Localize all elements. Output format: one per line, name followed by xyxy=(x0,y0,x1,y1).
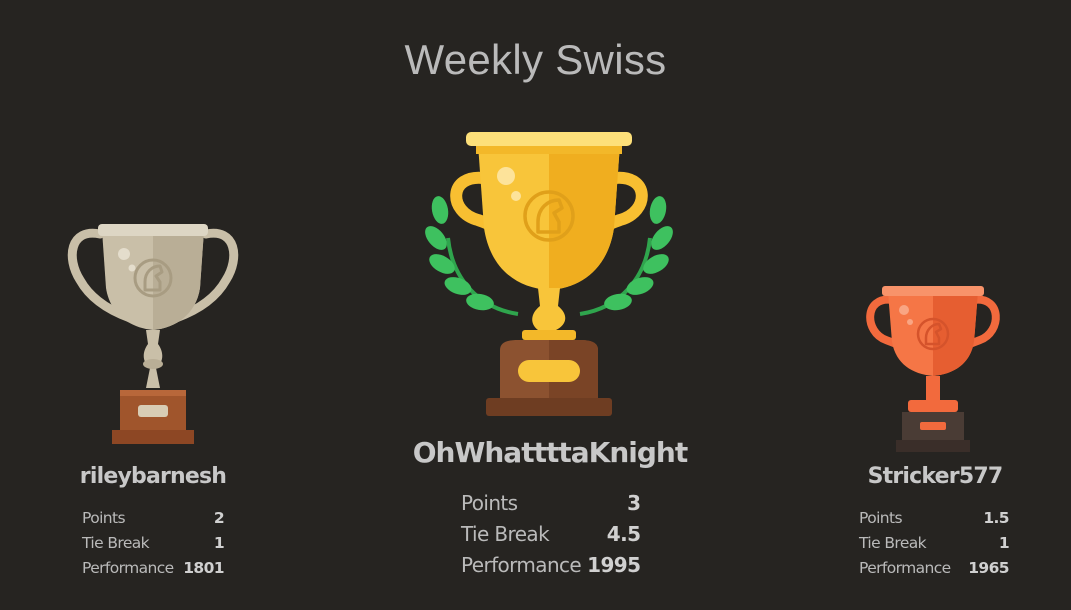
stat-row-points: Points 1.5 xyxy=(859,505,1010,530)
stat-row-tie-break: Tie Break 1 xyxy=(82,530,225,555)
stat-row-tie-break: Tie Break 1 xyxy=(859,530,1010,555)
second-place-stats: Points 2 Tie Break 1 Performance 1801 xyxy=(82,505,225,580)
bronze-trophy-icon xyxy=(866,286,1000,452)
stat-label: Performance xyxy=(859,558,951,577)
stat-value: 1.5 xyxy=(983,508,1009,527)
stat-value: 1801 xyxy=(183,558,224,577)
stat-value: 4.5 xyxy=(606,521,641,546)
stat-value: 1 xyxy=(998,533,1010,552)
stat-row-performance: Performance 1801 xyxy=(82,555,225,580)
stat-label: Tie Break xyxy=(859,533,927,552)
stat-value: 3 xyxy=(627,490,641,515)
first-place-stats: Points 3 Tie Break 4.5 Performance 1995 xyxy=(461,487,641,580)
second-place-name[interactable]: rileybarnesh xyxy=(79,464,227,489)
gold-trophy-icon xyxy=(425,132,673,416)
third-place-name[interactable]: Stricker577 xyxy=(867,464,1004,489)
stat-label: Tie Break xyxy=(82,533,150,552)
stat-label: Points xyxy=(82,508,126,527)
stat-label: Performance xyxy=(461,552,582,577)
stat-label: Performance xyxy=(82,558,174,577)
stat-row-tie-break: Tie Break 4.5 xyxy=(461,518,641,549)
third-place-stats: Points 1.5 Tie Break 1 Performance 1965 xyxy=(859,505,1010,580)
stat-value: 1965 xyxy=(968,558,1009,577)
first-place-name[interactable]: OhWhattttaKnight xyxy=(412,436,688,469)
stat-label: Points xyxy=(461,490,518,515)
stat-label: Points xyxy=(859,508,903,527)
stat-row-points: Points 3 xyxy=(461,487,641,518)
stat-row-performance: Performance 1995 xyxy=(461,549,641,580)
stat-row-performance: Performance 1965 xyxy=(859,555,1010,580)
stat-value: 2 xyxy=(213,508,225,527)
silver-trophy-icon xyxy=(67,224,239,444)
page-title: Weekly Swiss xyxy=(404,36,667,83)
stat-label: Tie Break xyxy=(461,521,550,546)
stat-value: 1995 xyxy=(587,552,641,577)
stat-value: 1 xyxy=(213,533,225,552)
laurel-icon xyxy=(425,196,673,316)
stat-row-points: Points 2 xyxy=(82,505,225,530)
